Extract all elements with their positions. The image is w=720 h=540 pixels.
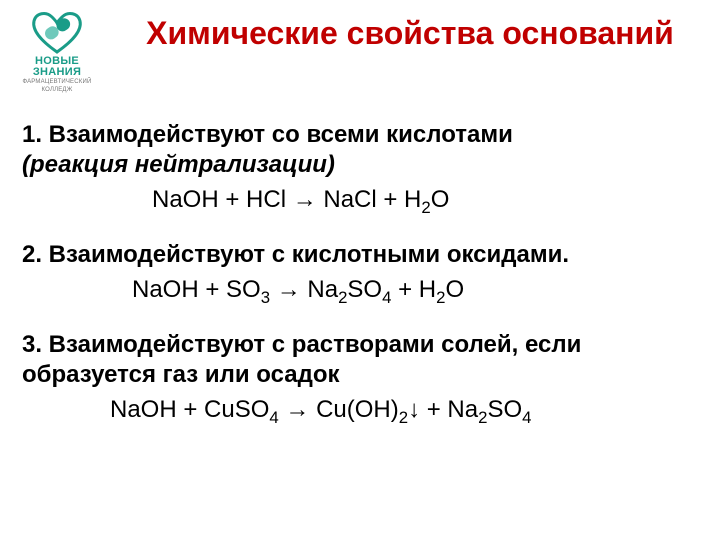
slide-content: 1. Взаимодействуют со всеми кислотами (р…	[22, 120, 698, 426]
logo-brand: НОВЫЕ ЗНАНИЯ	[12, 56, 102, 78]
capsule-heart-icon	[30, 10, 84, 54]
point-2: 2. Взаимодействуют с кислотными оксидами…	[22, 240, 698, 306]
point-1: 1. Взаимодействуют со всеми кислотами (р…	[22, 120, 698, 216]
slide-title: Химические свойства оснований	[140, 14, 680, 52]
chemical-equation: NaOH + SO3 → Na2SO4 + H2O	[22, 274, 698, 306]
point-subheading: (реакция нейтрализации)	[22, 150, 698, 180]
point-heading: 2. Взаимодействуют с кислотными оксидами…	[22, 240, 698, 270]
chemical-equation: NaOH + HCl → NaCl + H2O	[22, 184, 698, 216]
logo-subtitle: ФАРМАЦЕВТИЧЕСКИЙ КОЛЛЕДЖ	[12, 78, 102, 94]
logo: НОВЫЕ ЗНАНИЯ ФАРМАЦЕВТИЧЕСКИЙ КОЛЛЕДЖ	[12, 10, 102, 94]
slide: НОВЫЕ ЗНАНИЯ ФАРМАЦЕВТИЧЕСКИЙ КОЛЛЕДЖ Хи…	[0, 0, 720, 540]
point-heading: 3. Взаимодействуют с растворами солей, е…	[22, 330, 698, 390]
point-heading: 1. Взаимодействуют со всеми кислотами	[22, 120, 698, 150]
point-3: 3. Взаимодействуют с растворами солей, е…	[22, 330, 698, 426]
chemical-equation: NaOH + CuSO4 → Cu(OH)2↓ + Na2SO4	[22, 394, 698, 426]
logo-text: НОВЫЕ ЗНАНИЯ ФАРМАЦЕВТИЧЕСКИЙ КОЛЛЕДЖ	[12, 56, 102, 94]
